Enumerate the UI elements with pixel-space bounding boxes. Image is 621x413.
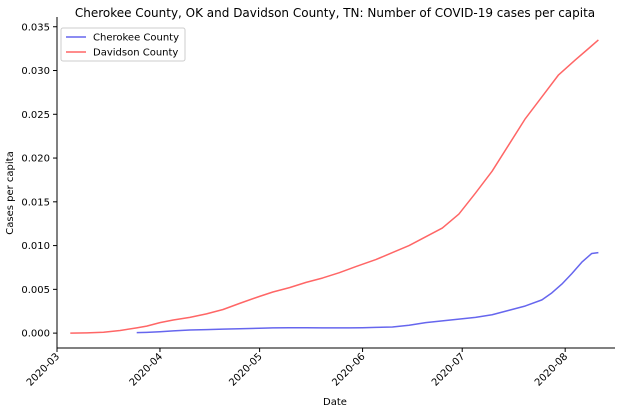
x-axis-label: Date <box>323 397 347 408</box>
x-tick-label: 2020-03 <box>25 351 62 388</box>
series-line-cherokee-county <box>136 251 599 334</box>
axes-layer: 0.000 0.005 0.010 0.015 0.020 0.025 0.030 0.035… <box>21 17 615 389</box>
y-axis-label: Cases per capita <box>5 151 16 234</box>
plot-area <box>70 39 599 334</box>
x-tick-label: 2020-08 <box>533 351 570 388</box>
y-tick-label: 0.005 <box>21 285 50 296</box>
y-tick-label: 0.020 <box>21 154 50 165</box>
legend-label: Cherokee County <box>93 33 179 44</box>
legend: Cherokee County Davidson County <box>60 27 186 62</box>
x-tick-label: 2020-05 <box>227 351 264 388</box>
y-tick-label: 0.010 <box>21 241 50 252</box>
legend-box <box>60 27 186 62</box>
y-tick-label: 0.000 <box>21 329 50 340</box>
y-tick-label: 0.015 <box>21 197 50 208</box>
chart-title: Cherokee County, OK and Davidson County,… <box>75 6 595 20</box>
x-tick-label: 2020-04 <box>128 351 165 388</box>
legend-label: Davidson County <box>93 48 178 59</box>
y-tick-label: 0.030 <box>21 66 50 77</box>
y-tick-label: 0.035 <box>21 22 50 33</box>
series-line-davidson-county <box>70 39 599 334</box>
y-tick-label: 0.025 <box>21 110 50 121</box>
x-tick-label: 2020-06 <box>330 351 367 388</box>
x-tick-label: 2020-07 <box>430 351 467 388</box>
